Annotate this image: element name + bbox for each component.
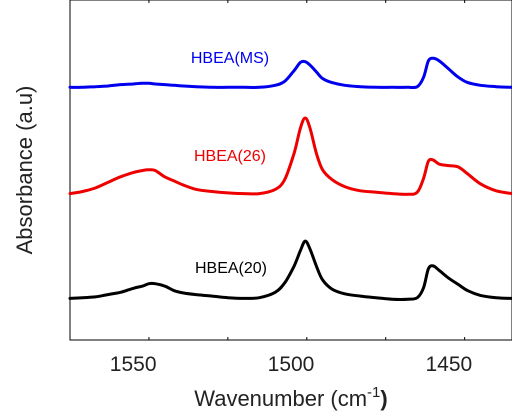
x-tick-label-1550: 1550: [110, 353, 157, 376]
x-axis-label-close: ): [380, 386, 387, 411]
x-tick-label-1500: 1500: [268, 353, 315, 376]
series-line-hbea-ms: [68, 56, 512, 90]
series-labels: HBEA(20) HBEA(26) HBEA(MS): [191, 50, 269, 277]
tick-marks: [69, 0, 466, 340]
series-line-hbea-20: [68, 239, 512, 301]
x-axis-label-superscript: -1: [367, 384, 380, 401]
series-lines: [68, 56, 512, 301]
x-tick-labels: 1550 1500 1450: [110, 353, 472, 376]
series-label-hbea-ms: HBEA(MS): [191, 50, 269, 67]
plot-area-frame: [69, 0, 512, 341]
series-line-hbea-26: [68, 116, 512, 196]
y-axis-label: Absorbance (a.u): [12, 86, 37, 255]
series-label-hbea-20: HBEA(20): [195, 260, 267, 277]
x-axis-label: Wavenumber (cm-1): [194, 384, 387, 411]
series-label-hbea-26: HBEA(26): [194, 148, 266, 165]
x-axis-label-main: Wavenumber (cm: [194, 386, 367, 411]
x-tick-label-1450: 1450: [425, 353, 472, 376]
